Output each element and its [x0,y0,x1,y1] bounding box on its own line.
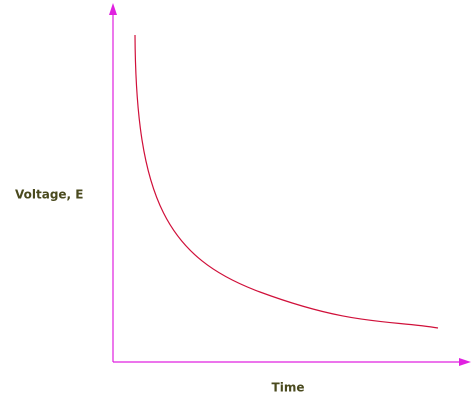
x-axis-arrow [459,358,471,366]
x-axis-label: Time [272,381,305,395]
y-axis-label: Voltage, E [15,188,83,202]
y-axis-arrow [109,3,117,15]
decay-curve [134,34,439,329]
